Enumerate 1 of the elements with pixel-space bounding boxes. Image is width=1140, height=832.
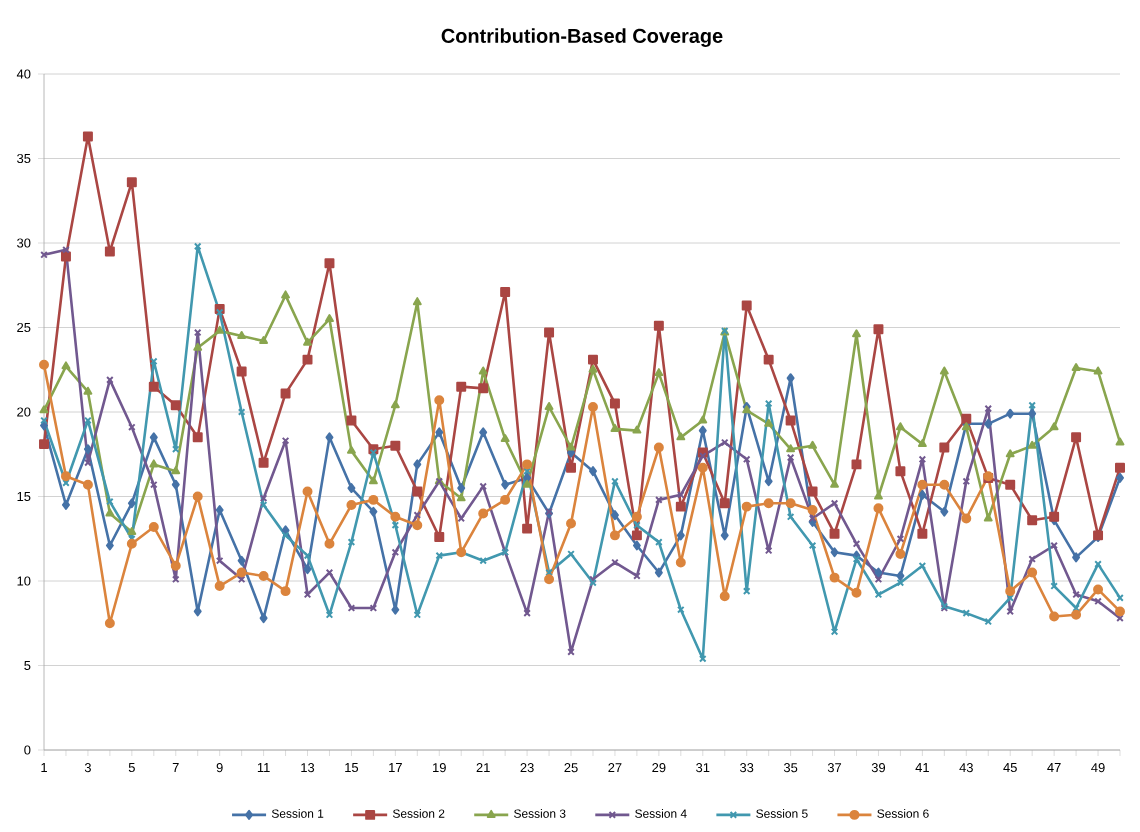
- chart-title: Contribution-Based Coverage: [441, 28, 723, 47]
